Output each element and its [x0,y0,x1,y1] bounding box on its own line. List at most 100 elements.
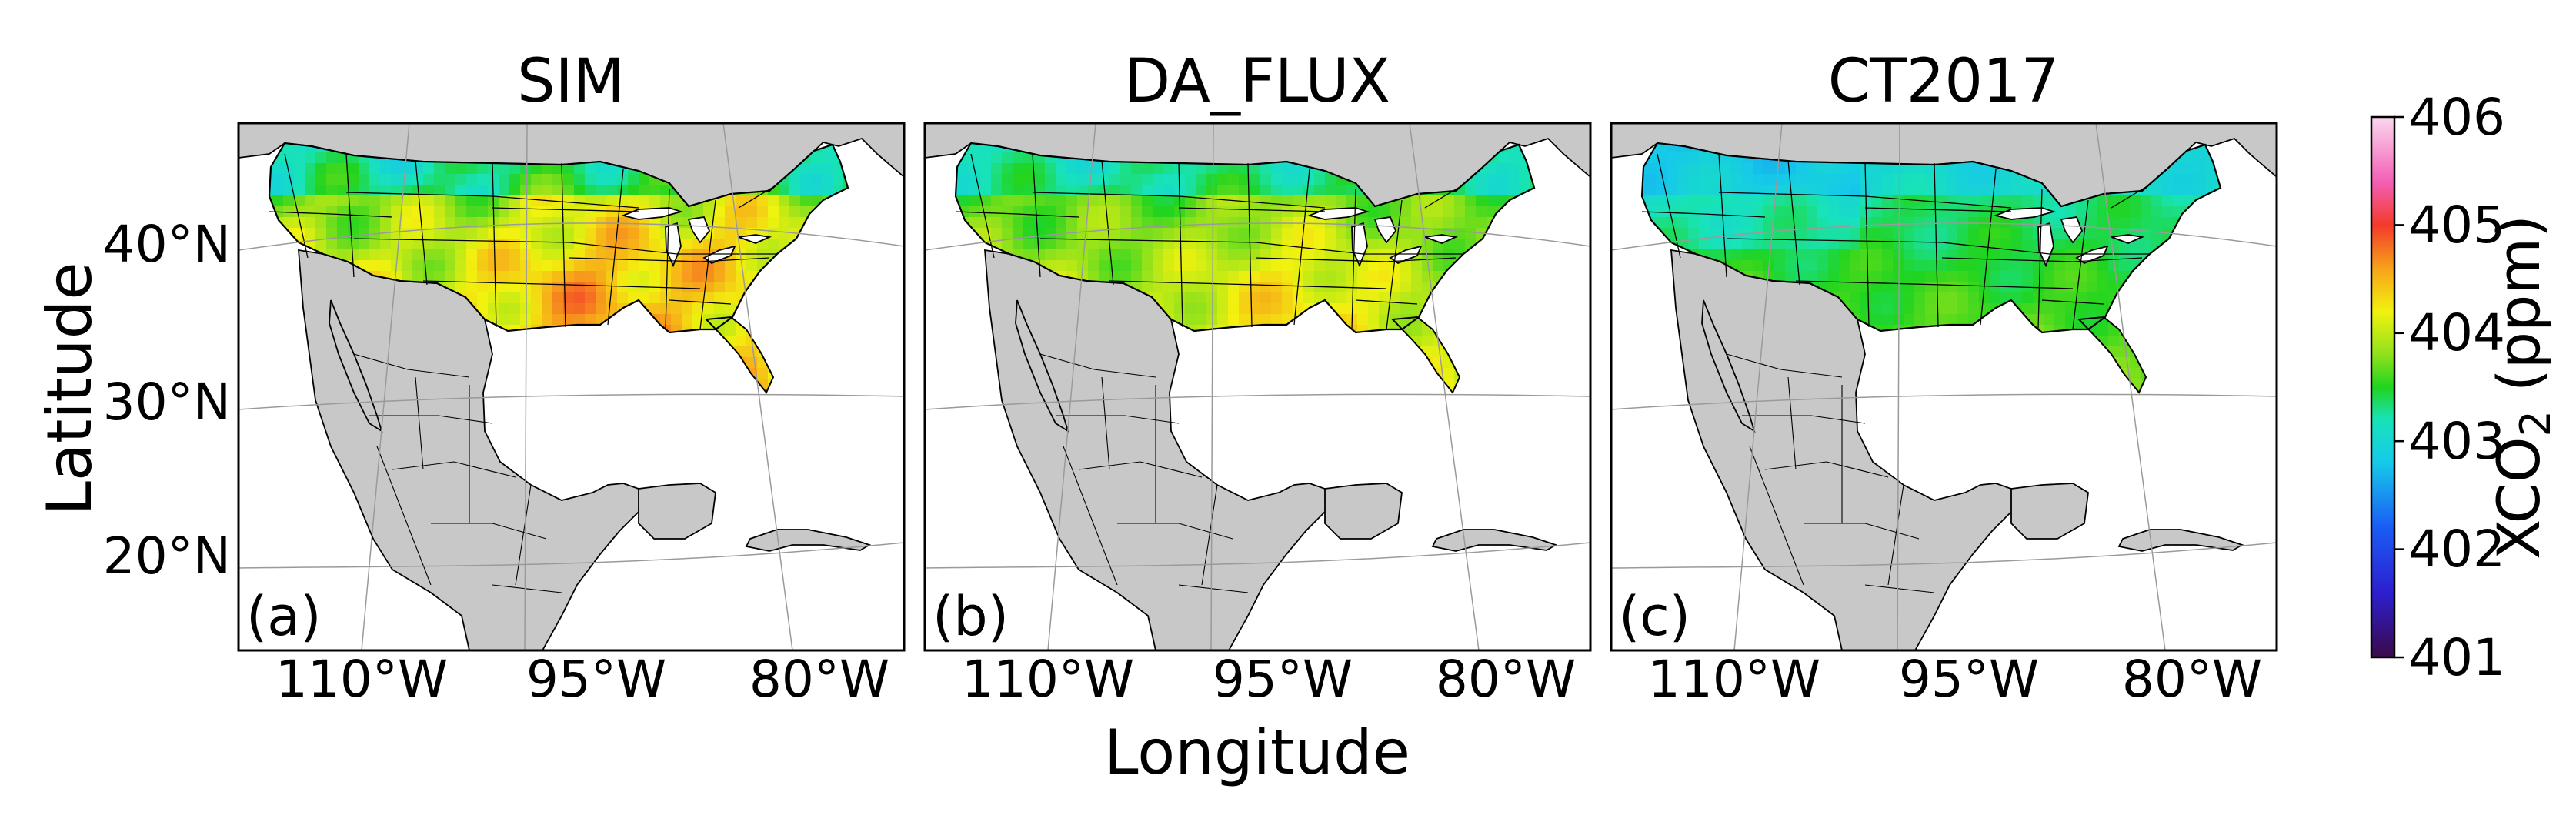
xco2-cell [1314,228,1326,239]
xco2-cell [725,292,736,304]
xco2-cell [1077,195,1089,207]
xco2-cell [2076,303,2087,315]
xco2-cell [1947,163,1958,175]
xco2-cell [315,195,327,207]
xco2-cell [380,249,392,261]
xco2-cell [1260,292,1272,304]
xco2-cell [563,260,575,272]
xco2-cell [1519,174,1530,185]
xco2-cell [1828,249,1840,261]
xco2-cell [2130,217,2141,229]
xco2-cell [1314,239,1326,250]
xco2-cell [757,368,769,379]
xco2-cell [1914,271,1926,282]
xco2-cell [2022,292,2034,304]
xco2-cell [520,174,532,185]
xco2-cell [294,206,305,218]
xco2-cell [585,271,596,282]
xco2-cell [1753,163,1764,175]
xco2-cell [2087,271,2098,282]
xco2-cell [746,346,758,358]
xco2-cell [520,185,532,196]
xco2-cell [402,260,413,272]
xco2-cell [1217,217,1229,229]
xco2-cell [2162,217,2174,229]
xco2-cell [305,163,316,175]
xco2-cell [1023,228,1035,239]
xco2-cell [649,185,661,196]
graticule-meridian [2095,123,2166,650]
xco2-cell [574,195,586,207]
state-border [2037,188,2043,330]
xco2-cell [2000,228,2012,239]
xco2-cell [1914,314,1926,326]
xco2-cell [1314,195,1326,207]
xco2-cell [1742,217,1753,229]
mexico-state-border [1056,415,1180,424]
xco2-cell [1753,217,1764,229]
xco2-cell [1368,314,1380,326]
xco2-cell [1957,260,1969,272]
xco2-cell [639,239,650,250]
xco2-cell [980,163,992,175]
xco2-cell [1002,228,1013,239]
xco2-cell [1807,239,1818,250]
xco2-cell [1807,271,1818,282]
xco2-cell [2065,249,2077,261]
xco2-cell [1497,163,1509,175]
xco2-cell [649,195,661,207]
state-border [1795,280,2074,289]
graticule-meridian [1733,123,1783,650]
xco2-cell [779,228,790,239]
xco2-cell [574,260,586,272]
xco2-cell [520,195,532,207]
xco2-cell [1368,206,1380,218]
xco2-cell [789,174,801,185]
xco2-cell [337,185,349,196]
xco2-cell [1357,195,1369,207]
xco2-cell [2184,174,2195,185]
xco2-cell [671,303,682,315]
xco2-cell [1390,292,1401,304]
xco2-cell [1250,217,1261,229]
xco2-cell [1871,228,1883,239]
state-border [1864,207,2012,212]
x-axis-title: Longitude [1104,717,1410,788]
xco2-cell [1688,185,1700,196]
xco2-cell [337,206,349,218]
xco2-cell [1957,303,1969,315]
xco2-cell [1013,195,1024,207]
xco2-cell [1379,303,1390,315]
xco2-cell [315,228,327,239]
xco2-cell [1796,249,1807,261]
xco2-cell [585,174,596,185]
xco2-cell [499,163,510,175]
state-border [492,207,639,212]
xco2-cell [1968,239,1980,250]
xco2-cell [617,249,629,261]
xco2-cell [531,260,542,272]
xco2-cell [531,206,542,218]
xco2-cell [1131,163,1143,175]
xco2-cell [1667,228,1678,239]
xco2-cell [1699,163,1710,175]
xco2-cell [1699,174,1710,185]
xco2-cell [1206,206,1218,218]
xco2-cell [1314,282,1326,293]
xco2-cell [272,174,284,185]
graticule-parallel [1611,222,2277,251]
xco2-cell [1957,271,1969,282]
xco2-cell [1731,163,1743,175]
xco2-cell [1850,292,1861,304]
xco2-cell [639,217,650,229]
xco2-cell [1282,282,1293,293]
xco2-cell [315,185,327,196]
xco2-cell [1871,206,1883,218]
xco2-cell [1957,174,1969,185]
xco2-cell [649,303,661,315]
xco2-cell [359,249,370,261]
xco2-cell [671,314,682,326]
xco2-cell [1260,303,1272,315]
lake [621,207,684,220]
xco2-cell [1109,249,1121,261]
